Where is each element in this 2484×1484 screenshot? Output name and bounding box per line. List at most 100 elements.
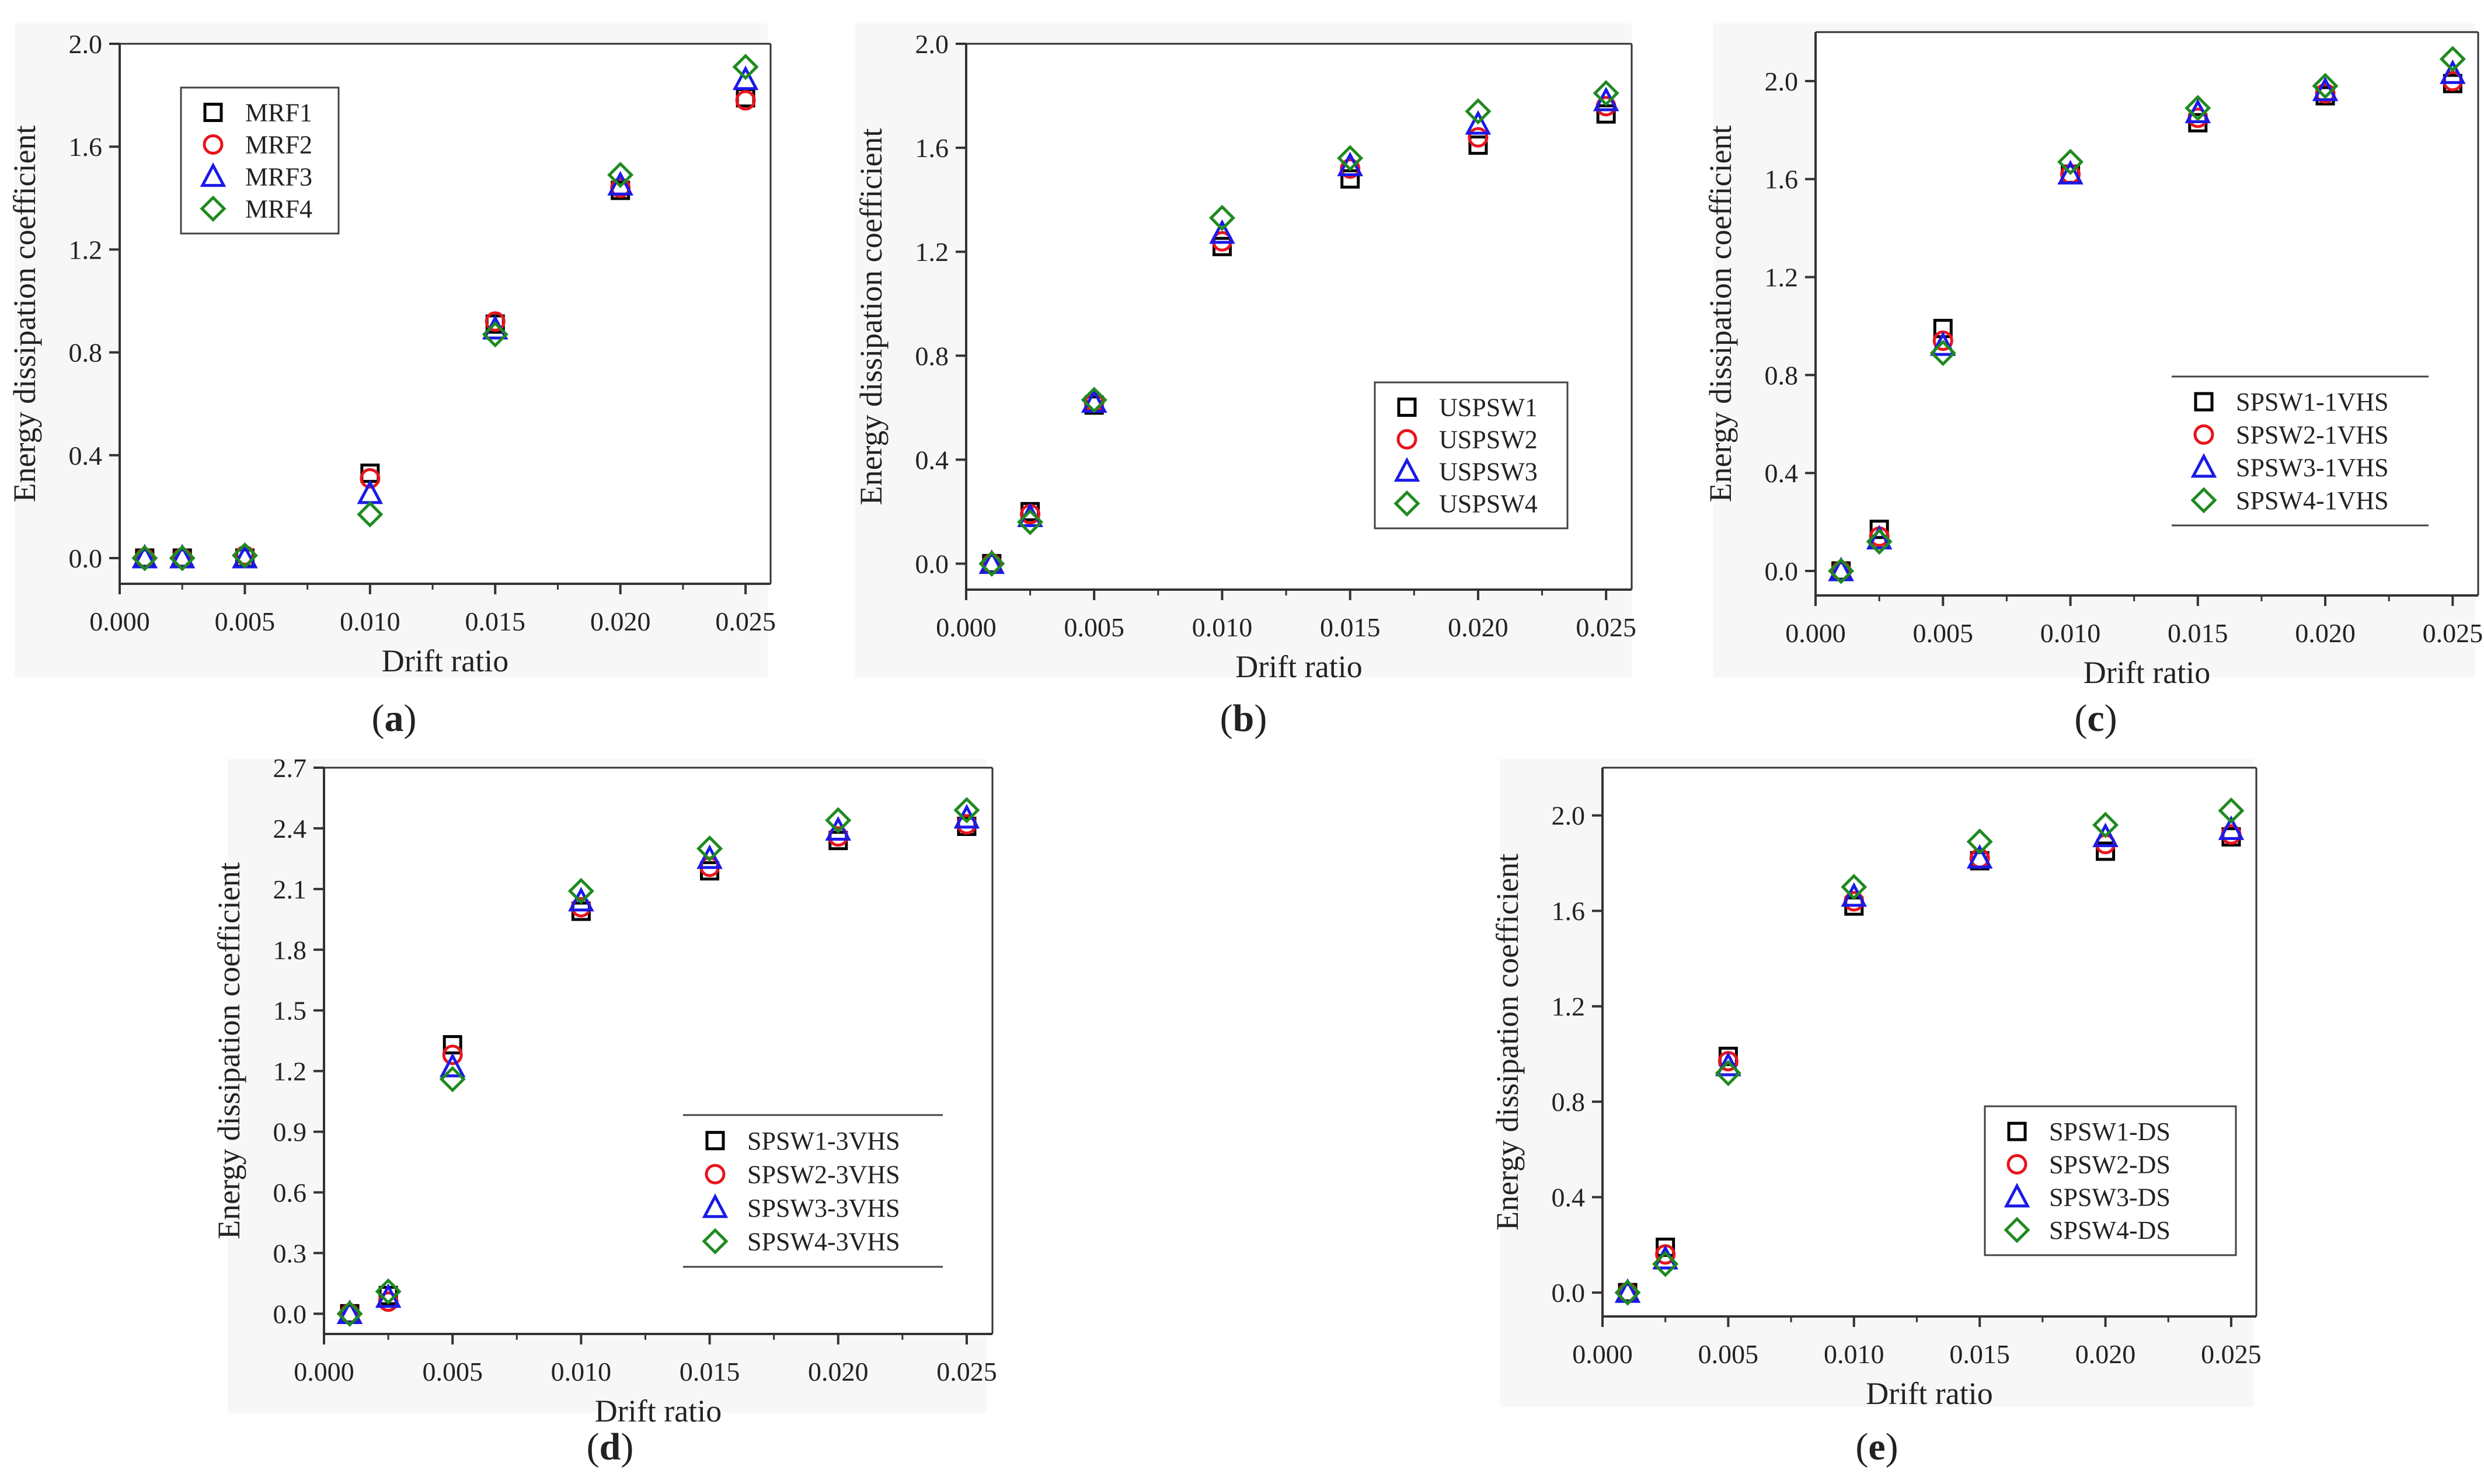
x-axis-title: Drift ratio	[382, 643, 508, 678]
legend-label: SPSW3-3VHS	[747, 1194, 900, 1222]
data-point	[2218, 797, 2245, 824]
legend-marker	[2006, 1154, 2027, 1175]
y-tick-label: 1.2	[1765, 263, 1799, 292]
data-point	[2218, 815, 2245, 840]
data-point	[1715, 1060, 1741, 1086]
x-tick-label: 0.005	[1064, 612, 1124, 642]
data-point	[978, 549, 1005, 574]
panel-caption: (a)	[372, 697, 417, 740]
x-tick-label: 0.020	[590, 607, 651, 636]
caption-open: (	[372, 697, 385, 740]
caption-close: )	[404, 697, 417, 740]
x-tick-label: 0.020	[1448, 612, 1508, 642]
data-point	[2312, 72, 2339, 99]
data-point	[1652, 1250, 1679, 1277]
data-point	[1208, 204, 1235, 231]
chart-panel-b: 0.000 0.005 0.010 0.015 0.020 0.025 0.0 0.4 0.8 1…	[853, 23, 1636, 740]
x-tick-label: 0.010	[1824, 1339, 1884, 1369]
legend-marker	[1396, 429, 1417, 450]
y-tick-label: 0.8	[1765, 360, 1799, 390]
data-point	[732, 65, 759, 90]
data-point	[732, 54, 759, 81]
data-point	[1841, 882, 1868, 907]
data-point	[131, 545, 158, 572]
data-point	[2057, 148, 2084, 175]
legend-marker	[2194, 392, 2214, 412]
data-point	[1614, 1278, 1641, 1303]
data-point	[1841, 873, 1868, 900]
x-tick-label: 0.005	[422, 1357, 483, 1387]
data-point	[1866, 525, 1893, 550]
legend: SPSW1-DS SPSW2-DS SPSW3-DS SPSW4-DS	[1984, 1105, 2237, 1256]
data-point	[336, 1299, 363, 1324]
y-tick-label: 0.4	[1765, 458, 1799, 488]
legend-label: USPSW4	[1439, 490, 1538, 518]
data-point	[953, 797, 980, 824]
series-SPSW3-DS	[1614, 815, 2245, 1303]
y-tick-label: 0.8	[915, 341, 949, 371]
legend-marker	[2193, 424, 2214, 445]
data-point	[1209, 219, 1235, 244]
chart-panel-a: 0.000 0.005 0.010 0.015 0.020 0.025 0.0 0.4 0.8 1…	[7, 23, 776, 740]
legend-marker	[203, 103, 223, 122]
series-MRF4	[131, 54, 759, 572]
data-point	[568, 887, 594, 912]
data-point	[169, 545, 196, 572]
y-tick-label: 1.2	[273, 1057, 307, 1086]
caption-letter: b	[1233, 697, 1255, 740]
data-point	[169, 544, 196, 569]
data-point	[1930, 331, 1956, 356]
legend-box	[180, 86, 340, 235]
data-point	[607, 162, 634, 189]
panel-caption: (d)	[587, 1426, 634, 1468]
chart-panel-c: 0.000 0.005 0.010 0.015 0.020 0.025 0.0 0.4 0.8 1…	[1703, 23, 2483, 740]
y-axis-title: Energy dissipation coefficient	[1490, 854, 1525, 1231]
data-point	[1468, 127, 1489, 148]
series-SPSW4-3VHS	[336, 797, 980, 1327]
caption-close: )	[621, 1426, 633, 1468]
legend-marker	[2004, 1183, 2030, 1208]
data-point	[2312, 76, 2339, 102]
data-point	[2439, 46, 2466, 72]
x-tick-label: 0.025	[1576, 612, 1636, 642]
data-point	[607, 170, 633, 196]
y-tick-label: 0.0	[69, 544, 103, 573]
legend-marker	[2190, 453, 2217, 478]
caption-open: (	[2074, 697, 2087, 740]
y-tick-label: 0.3	[273, 1238, 307, 1268]
y-tick-label: 1.2	[1552, 992, 1586, 1022]
caption-open: (	[1220, 697, 1233, 740]
legend-label: MRF4	[245, 195, 312, 224]
data-point	[825, 816, 852, 841]
legend-label: MRF1	[245, 99, 312, 127]
data-point	[1468, 135, 1488, 155]
legend-box	[1374, 381, 1569, 529]
chart-panel-e: 0.000 0.005 0.010 0.015 0.020 0.025 0.0 0.4 0.8 1…	[1490, 759, 2262, 1468]
legend-label: SPSW2-DS	[2049, 1150, 2171, 1179]
legend-marker	[203, 134, 224, 155]
y-axis-title: Energy dissipation coefficient	[211, 862, 246, 1239]
y-tick-label: 0.0	[273, 1299, 307, 1329]
panel-caption: (b)	[1220, 697, 1267, 740]
legend-label: USPSW1	[1439, 393, 1538, 422]
legend-marker	[2190, 487, 2217, 514]
legend-marker	[705, 1131, 725, 1151]
legend-marker	[705, 1163, 726, 1185]
y-tick-label: 2.0	[69, 29, 103, 59]
caption-letter: c	[2087, 697, 2104, 740]
data-point	[131, 544, 158, 569]
y-tick-label: 1.6	[1552, 896, 1586, 926]
legend-marker	[1393, 457, 1420, 482]
legend-marker	[2004, 1217, 2030, 1243]
x-tick-label: 0.020	[2075, 1339, 2136, 1369]
data-point	[1465, 98, 1492, 125]
x-tick-label: 0.010	[551, 1357, 612, 1387]
data-point	[1929, 340, 1956, 367]
data-point	[1966, 828, 1993, 855]
caption-letter: a	[385, 697, 404, 740]
y-tick-label: 0.6	[273, 1178, 307, 1208]
legend-marker	[1397, 398, 1417, 417]
x-tick-label: 0.025	[715, 607, 776, 636]
y-tick-label: 1.6	[1765, 165, 1799, 194]
